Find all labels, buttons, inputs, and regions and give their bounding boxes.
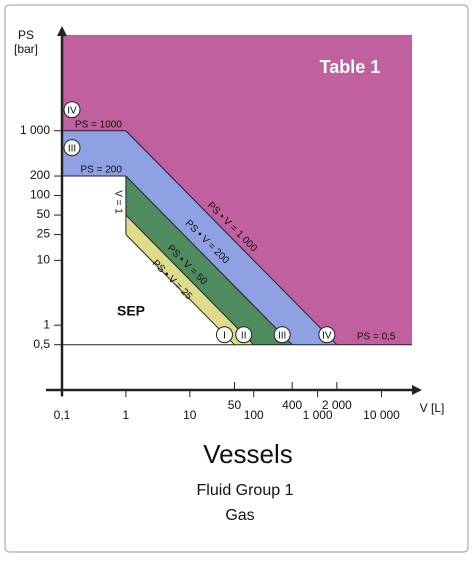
category-marker — [63, 139, 81, 157]
x-tick-label: 1 — [123, 408, 130, 422]
boundary-line — [125, 234, 235, 346]
region — [62, 130, 337, 345]
panel-label: Table 1 — [320, 57, 381, 77]
x-tick-label: 10 000 — [363, 408, 400, 422]
safe-zone-label: SEP — [117, 303, 145, 319]
category-label: II — [241, 330, 247, 341]
x-tick-label: 10 — [183, 408, 197, 422]
boundary-line — [125, 130, 338, 346]
category-marker — [318, 326, 336, 344]
y-axis-arrow — [57, 26, 67, 36]
category-marker — [63, 101, 81, 119]
x-axis-arrow — [412, 385, 422, 395]
category-label: IV — [67, 105, 77, 116]
subtitle: Gas — [225, 507, 254, 524]
y-tick-label: 100 — [30, 188, 50, 202]
category-label: I — [223, 330, 226, 341]
boundary-label: V = 1 — [112, 190, 123, 214]
category-label: III — [68, 143, 76, 154]
region — [62, 176, 235, 345]
x-label: V [L] — [420, 401, 445, 415]
x-tick-label: 1 000 — [303, 408, 333, 422]
subtitle: Fluid Group 1 — [197, 482, 294, 499]
y-tick-label: 50 — [37, 207, 51, 221]
category-marker — [215, 326, 233, 344]
x-tick-label: 50 — [228, 398, 242, 412]
boundary-label: PS = 200 — [80, 165, 122, 176]
y-tick-label: 25 — [37, 227, 51, 241]
boundary-label: PS = 0,5 — [357, 331, 396, 342]
y-tick-label: 10 — [37, 253, 51, 267]
x-tick-label: 100 — [244, 408, 264, 422]
y-tick-label: 0,5 — [33, 337, 50, 351]
y-tick-label: 1 000 — [20, 123, 50, 137]
boundary-line — [125, 214, 255, 346]
category-label: IV — [322, 330, 332, 341]
x-tick-label: 2 000 — [322, 398, 352, 412]
y-tick-label: 1 — [43, 317, 50, 331]
y-label: PS — [18, 28, 34, 42]
boundary-line — [125, 175, 293, 346]
boundary-label: PS = 1000 — [75, 119, 122, 130]
y-tick-label: 200 — [30, 168, 50, 182]
y-label: [bar] — [14, 42, 38, 56]
category-marker — [235, 326, 253, 344]
x-tick-label: 400 — [282, 398, 302, 412]
category-label: III — [278, 330, 286, 341]
x-tick-label: 0,1 — [54, 408, 71, 422]
chart-title: Vessels — [203, 439, 293, 469]
category-marker — [273, 326, 291, 344]
